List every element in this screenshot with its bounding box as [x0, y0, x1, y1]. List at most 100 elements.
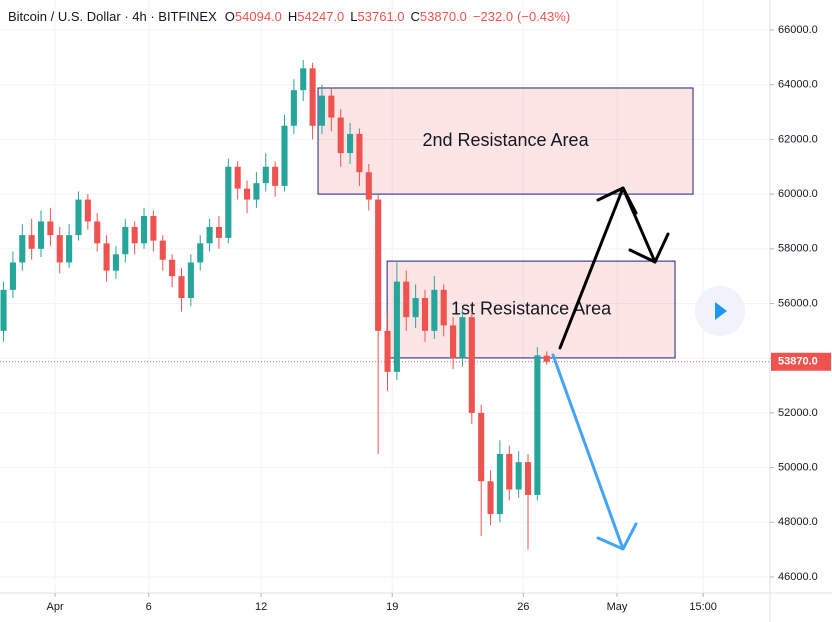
last-price-label: 53870.0	[778, 356, 818, 368]
x-tick-label: 19	[386, 601, 398, 613]
candle-body	[112, 254, 119, 271]
candle-body	[159, 240, 166, 260]
x-tick-label: Apr	[47, 601, 64, 613]
candle-body	[478, 412, 485, 482]
candle-body	[412, 298, 419, 318]
candle-body	[47, 221, 54, 236]
candle-body	[169, 259, 176, 277]
candle-body	[140, 215, 148, 244]
candle-body	[0, 289, 7, 331]
y-tick-label: 50000.0	[778, 462, 818, 474]
candle-body	[9, 262, 16, 290]
y-tick-label: 66000.0	[778, 24, 818, 36]
change: −232.0	[473, 9, 513, 24]
candle-body	[262, 166, 269, 184]
candle-body	[459, 317, 466, 359]
candle-body	[506, 453, 513, 490]
zone-label: 2nd Resistance Area	[422, 130, 589, 150]
ohlc-prefix: H	[288, 9, 297, 24]
zone-label: 1st Resistance Area	[451, 298, 612, 318]
header: Bitcoin / U.S. Dollar · 4h · BITFINEX O54…	[8, 9, 570, 24]
candle-body	[206, 226, 213, 244]
candle-body	[28, 235, 35, 249]
candle-body	[37, 221, 45, 249]
y-tick-label: 48000.0	[778, 516, 818, 528]
candle-body	[234, 166, 241, 189]
candle-body	[300, 68, 307, 91]
candle-body	[103, 243, 110, 271]
candle-body	[272, 166, 279, 186]
y-tick-label: 62000.0	[778, 133, 818, 145]
candle-body	[178, 276, 185, 299]
black-arrow-head	[628, 232, 670, 264]
change-pct: (−0.43%)	[517, 9, 570, 24]
candle-body	[94, 221, 101, 244]
play-button[interactable]	[695, 286, 745, 336]
title: Bitcoin / U.S. Dollar · 4h · BITFINEX	[8, 9, 217, 24]
ohlc-value: 53870.0	[420, 9, 467, 24]
candle-body	[356, 133, 363, 173]
candle-body	[431, 289, 438, 331]
last-price-tag	[771, 352, 831, 371]
ohlc-prefix: C	[411, 9, 420, 24]
candle-body	[187, 262, 194, 299]
candle-body	[19, 235, 26, 263]
candle-body	[244, 188, 251, 200]
candle-body	[225, 166, 232, 238]
ohlc-value: 54094.0	[235, 9, 282, 24]
candle-body	[365, 172, 372, 200]
candle-body	[487, 481, 494, 515]
candle-body	[215, 226, 223, 238]
y-tick-label: 56000.0	[778, 297, 818, 309]
x-tick-label: 12	[255, 601, 267, 613]
candle-body	[384, 330, 391, 372]
x-tick-label: 26	[517, 601, 529, 613]
candle-body	[421, 298, 429, 331]
play-icon[interactable]	[715, 302, 727, 320]
y-tick-label: 58000.0	[778, 243, 818, 255]
black-arrow-head	[596, 186, 638, 215]
candle-body	[534, 355, 541, 495]
x-tick-label: 6	[146, 601, 152, 613]
y-tick-label: 64000.0	[778, 79, 818, 91]
candle-body	[543, 355, 550, 362]
candle-body	[150, 215, 157, 241]
candle-body	[318, 95, 326, 126]
blue-arrow-head	[596, 522, 638, 551]
x-tick-label: May	[607, 601, 628, 613]
candle-body	[403, 281, 410, 318]
candle-body	[440, 289, 447, 326]
arrows	[551, 186, 670, 551]
candle-body	[515, 462, 522, 490]
ohlc-value: 54247.0	[297, 9, 344, 24]
candle-body	[309, 68, 316, 126]
candle-body	[337, 117, 344, 154]
candle-body	[468, 317, 475, 413]
y-tick-label: 52000.0	[778, 407, 818, 419]
resistance-zone	[317, 87, 694, 195]
candle-body	[131, 226, 138, 244]
candle-body	[66, 235, 73, 263]
candle-body	[253, 183, 260, 200]
ohlc-prefix: L	[350, 9, 357, 24]
blue-arrow	[551, 353, 625, 551]
ohlc-prefix: O	[225, 9, 235, 24]
candle-body	[524, 462, 532, 495]
candle-body	[450, 325, 457, 359]
candle-body	[290, 90, 297, 126]
y-tick-label: 60000.0	[778, 188, 818, 200]
candle-body	[347, 133, 354, 154]
candle-body	[496, 453, 503, 515]
candle-body	[75, 199, 82, 236]
ohlc-value: 53761.0	[358, 9, 405, 24]
candle-body	[328, 95, 335, 118]
candle-body	[122, 226, 129, 255]
x-tick-label: 15:00	[689, 601, 717, 613]
candle-body	[393, 281, 400, 372]
y-tick-label: 46000.0	[778, 571, 818, 583]
candle-body	[84, 199, 91, 222]
candle-body	[281, 125, 288, 186]
candle-body	[375, 199, 382, 331]
candle-body	[197, 243, 204, 263]
